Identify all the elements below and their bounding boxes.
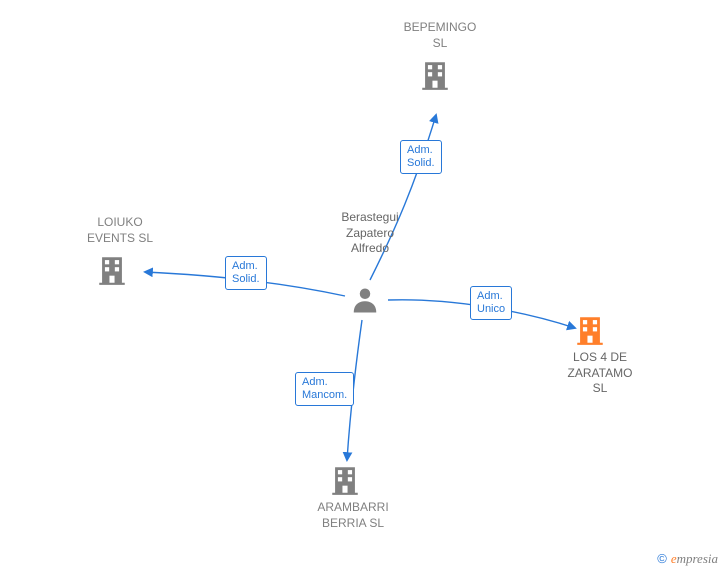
building-icon [328, 463, 362, 502]
edge-label: Adm. Solid. [400, 140, 442, 174]
node-label: ARAMBARRI BERRIA SL [308, 500, 398, 531]
copyright-symbol: © [657, 551, 667, 566]
edge-label: Adm. Mancom. [295, 372, 354, 406]
center-label: Berastegui Zapatero Alfredo [330, 210, 410, 257]
node-label: LOS 4 DE ZARATAMO SL [555, 350, 645, 397]
watermark-rest: mpresia [677, 551, 718, 566]
node-label: BEPEMINGO SL [400, 20, 480, 51]
building-icon [95, 253, 129, 292]
edge-label: Adm. Solid. [225, 256, 267, 290]
person-icon [350, 284, 380, 321]
edge-label: Adm. Unico [470, 286, 512, 320]
building-icon [418, 58, 452, 97]
node-label: LOIUKO EVENTS SL [75, 215, 165, 246]
watermark: ©empresia [657, 551, 718, 567]
building-icon [573, 313, 607, 352]
